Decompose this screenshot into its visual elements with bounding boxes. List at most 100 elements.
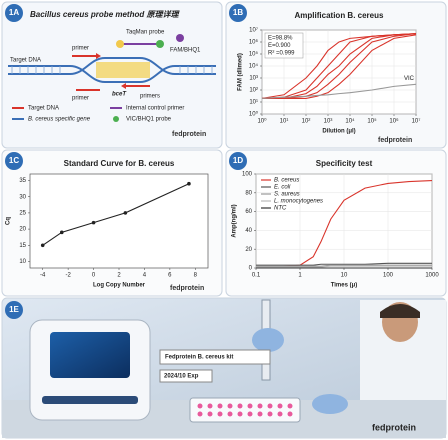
x-axis-label: Times (μ) <box>331 283 358 289</box>
arrowhead <box>121 83 126 89</box>
y-tick-label: 80 <box>245 190 252 196</box>
kit-label-box <box>159 349 271 365</box>
x-tick-label: 10² <box>302 119 311 125</box>
logo: fedprotein <box>170 285 204 292</box>
x-axis-label: Log Copy Number <box>93 283 146 289</box>
y-tick-label: 100 <box>242 172 253 178</box>
y-tick-label: 10⁵ <box>249 51 259 58</box>
y-axis-label: Cq <box>6 217 12 225</box>
target-region <box>96 62 150 78</box>
plot-area <box>29 173 209 269</box>
panel-label: 1E <box>9 305 19 314</box>
legend-text: L. monocytogenes <box>274 199 323 205</box>
panel-label: 1C <box>9 156 19 165</box>
x-tick-label: 10¹ <box>280 119 289 125</box>
x-tick-label: 2 <box>117 273 121 279</box>
y-tick-label: 10³ <box>249 76 258 82</box>
y-tick-label: 20 <box>245 247 252 253</box>
diagram-text: primer <box>72 96 89 102</box>
dna-rungs <box>11 66 213 74</box>
legend-text: Internal control primer <box>126 106 184 112</box>
legend-text: B. cereus <box>274 178 299 184</box>
x-tick-label: 6 <box>168 273 172 279</box>
point <box>123 211 128 215</box>
point <box>40 243 45 248</box>
x-tick-label: 10⁴ <box>345 118 355 125</box>
x-tick-label: 10 <box>341 273 348 279</box>
series-line <box>262 33 417 99</box>
series-line <box>256 262 432 266</box>
y-tick-label: 15 <box>19 243 26 249</box>
dye <box>116 40 124 48</box>
x-tick-label: 10⁷ <box>412 118 421 125</box>
x-tick-label: 10³ <box>324 119 333 125</box>
x-tick-label: 1 <box>298 273 302 279</box>
y-tick-label: 40 <box>245 228 252 234</box>
quencher <box>176 34 184 42</box>
legend-text: VIC/BHQ1 probe <box>126 117 172 123</box>
exp-label-box <box>159 369 213 383</box>
x-tick-label: 8 <box>194 273 198 279</box>
y-tick-label: 10⁰ <box>249 111 259 118</box>
annotation: E=98.8% <box>268 36 293 42</box>
y-axis-label: Amp(ng/ml) <box>232 204 238 237</box>
x-tick-label: -2 <box>65 273 71 279</box>
x-axis-label: Dilution (μl) <box>322 129 355 135</box>
y-tick-label: 10¹ <box>249 100 258 106</box>
diagram-text: bceT <box>112 92 127 98</box>
y-tick-label: 35 <box>19 178 26 184</box>
panel-label: 1D <box>233 156 243 165</box>
quencher <box>156 40 164 48</box>
dna-strand <box>8 65 216 83</box>
chart-title: Amplification B. cereus <box>295 11 384 20</box>
chart-title: Standard Curve for B. cereus <box>64 159 175 168</box>
glove <box>252 328 284 352</box>
tube-rack <box>189 397 301 423</box>
logo: fedprotein <box>172 131 206 138</box>
annotation: R² =0.999 <box>268 51 295 57</box>
diagram-text: primers <box>140 94 160 100</box>
y-tick-label: 10⁶ <box>249 39 259 46</box>
instrument-slot <box>42 396 138 404</box>
x-tick-label: 0 <box>92 273 96 279</box>
series-line <box>261 83 417 99</box>
legend-text: Target DNA <box>28 106 59 112</box>
point <box>91 220 96 225</box>
y-tick-label: 10 <box>19 259 26 265</box>
series-label: VIC <box>404 76 415 82</box>
panel-label-badge <box>229 152 247 170</box>
tubes <box>197 403 293 417</box>
annotation-box <box>264 32 304 59</box>
logo: fedprotein <box>378 137 412 144</box>
y-tick-label: 20 <box>19 227 26 233</box>
y-tick-label: 0 <box>249 266 253 272</box>
diagram-title: Bacillus cereus probe method 原理详理 <box>30 10 180 19</box>
x-tick-label: 0.1 <box>252 273 261 279</box>
legend-text: B. cereus specific gene <box>28 117 91 123</box>
arrowhead <box>96 53 101 59</box>
legend-text: NTC <box>274 206 287 212</box>
x-tick-label: 100 <box>383 273 394 279</box>
kit-label: Fedprotein B. cereus kit <box>165 355 233 361</box>
x-tick-label: 1000 <box>425 273 439 279</box>
series-line <box>256 265 432 268</box>
x-tick-label: 10⁵ <box>367 118 377 125</box>
legend-text: S. aureus <box>274 192 300 198</box>
x-tick-label: 4 <box>143 273 147 279</box>
y-tick-label: 10⁷ <box>249 27 258 34</box>
person-hair <box>380 304 420 318</box>
diagram-text: TaqMan probe <box>126 30 165 36</box>
legend-swatch <box>113 116 119 122</box>
y-tick-label: 60 <box>245 209 252 215</box>
series-line <box>256 264 432 267</box>
x-tick-label: 10⁶ <box>389 118 399 125</box>
diagram-text: FAM/BHQ1 <box>170 48 201 54</box>
panel-label: 1B <box>233 8 243 17</box>
panel-label-badge <box>5 301 23 319</box>
series-line <box>262 34 417 99</box>
logo: fedprotein <box>372 422 416 432</box>
y-tick-label: 25 <box>19 210 26 216</box>
point <box>187 181 191 186</box>
panel-label-badge <box>5 4 23 22</box>
